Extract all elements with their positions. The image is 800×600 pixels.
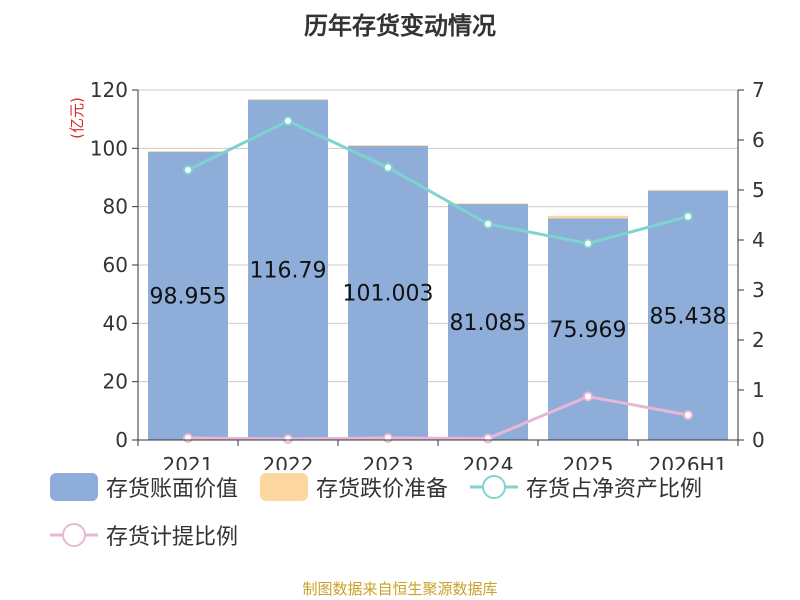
legend-swatch-marker	[62, 523, 86, 547]
line-point	[483, 219, 493, 229]
bars-group: 98.955 116.79 101.003 81.085 75.969 85.438	[148, 99, 728, 441]
legend-swatch-line	[50, 523, 98, 547]
bar	[548, 215, 628, 219]
line-point	[483, 433, 493, 444]
legend-item[interactable]: 存货占净资产比例	[470, 470, 702, 504]
y-axis-label: (亿元)	[68, 97, 86, 139]
legend-item[interactable]: 存货计提比例	[50, 518, 238, 552]
y-tick-label: 60	[103, 253, 128, 277]
legend-item[interactable]: 存货账面价值	[50, 470, 238, 504]
legend-label: 存货计提比例	[106, 525, 239, 550]
bar-value-label: 116.79	[250, 259, 327, 284]
legend-swatch-marker	[482, 475, 507, 499]
x-tick-label: 2023	[363, 453, 414, 470]
y-tick-label: 100	[90, 136, 128, 160]
y-tick-label: 20	[103, 370, 128, 394]
chart-svg: 98.955 116.79 101.003 81.085 75.969 85.438 0 2…	[68, 78, 765, 470]
y2-tick-label: 6	[752, 128, 765, 152]
line-point	[283, 434, 293, 444]
bar	[648, 190, 728, 440]
line-point	[183, 433, 193, 443]
y2-tick-label: 3	[752, 278, 765, 302]
legend-item[interactable]: 存货跌价准备	[260, 470, 448, 504]
bar	[648, 189, 728, 191]
series-line	[187, 119, 689, 246]
bar	[248, 99, 328, 101]
legend-swatch-bar	[260, 473, 309, 501]
bar	[548, 218, 628, 440]
y-tick-label: 0	[115, 428, 128, 452]
x-tick-label: 2025	[563, 453, 614, 470]
y2-tick-label: 2	[752, 328, 765, 352]
x-tick-label: 2024	[463, 453, 514, 470]
line-point	[283, 116, 293, 126]
bar	[148, 151, 228, 440]
bar	[348, 145, 428, 147]
line-point	[683, 410, 693, 420]
y2-tick-label: 1	[752, 378, 765, 402]
legend-label: 存货跌价准备	[316, 477, 449, 502]
x-tick-label: 2021	[163, 453, 214, 470]
bar	[348, 145, 428, 441]
legend-label: 存货账面价值	[106, 477, 239, 502]
bar	[248, 99, 328, 441]
y2-tick-label: 4	[752, 228, 765, 252]
y2-tick-label: 5	[752, 178, 765, 202]
x-tick-label: 2026H1	[649, 453, 728, 470]
bar-value-label: 81.085	[450, 311, 527, 336]
bar	[148, 151, 228, 153]
chart-title: 历年存货变动情况	[304, 12, 496, 40]
line-point	[583, 391, 593, 402]
line-point	[383, 162, 393, 173]
y2-tick-label: 7	[752, 78, 765, 102]
bar-value-label: 75.969	[550, 318, 627, 343]
axes-group: 0 20 40 60 80 100 120 0 1 2 3 4 5 6 7 2021 2022 2023 2024 2…	[90, 78, 765, 470]
line-point	[183, 165, 193, 175]
bar-value-label: 85.438	[650, 304, 727, 329]
series-line	[187, 394, 689, 441]
legend-swatch-bar	[50, 473, 98, 501]
y-tick-label: 40	[103, 311, 128, 335]
bar-value-label: 101.003	[343, 282, 434, 307]
x-tick-label: 2022	[263, 453, 314, 470]
y-tick-label: 120	[90, 78, 128, 102]
line-point	[383, 433, 393, 443]
gridlines	[138, 89, 738, 383]
bar-value-label: 98.955	[150, 285, 227, 310]
legend-swatch-line	[470, 475, 519, 499]
legend: 存货账面价值 存货跌价准备 存货占净资产比例存货计提比例	[50, 470, 780, 552]
lines-group	[183, 116, 693, 444]
source-note: 制图数据来自恒生聚源数据库	[302, 580, 498, 598]
line-point	[583, 238, 593, 249]
line-point	[683, 211, 693, 222]
legend-label: 存货占净资产比例	[526, 477, 703, 502]
bar	[448, 203, 528, 205]
y2-tick-label: 0	[752, 428, 765, 452]
y-tick-label: 80	[103, 195, 128, 219]
bar	[448, 203, 528, 440]
